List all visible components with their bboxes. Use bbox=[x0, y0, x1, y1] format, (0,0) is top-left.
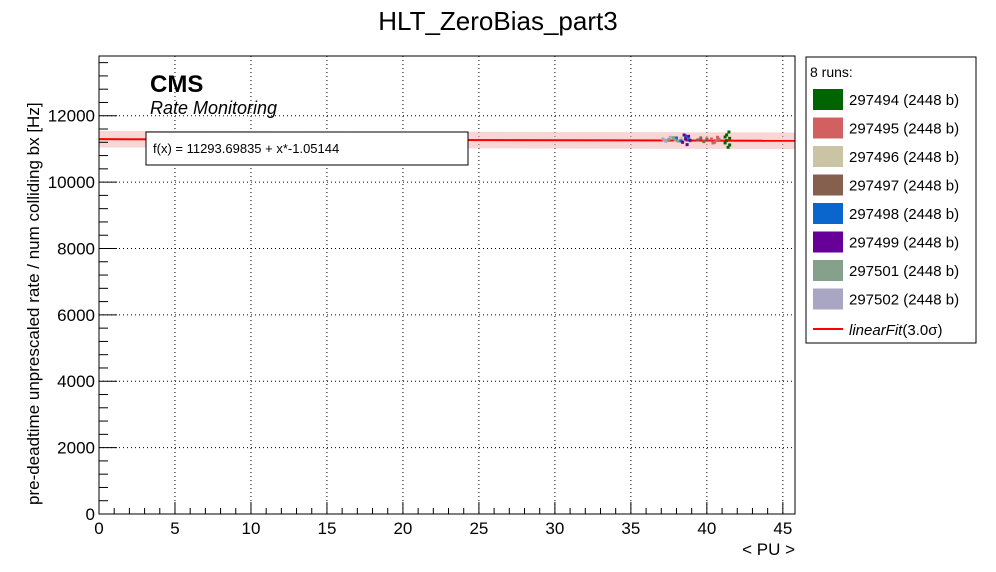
data-point bbox=[667, 137, 671, 141]
data-point bbox=[702, 140, 706, 144]
data-point bbox=[711, 141, 715, 145]
x-tick-label: 30 bbox=[545, 519, 564, 538]
y-tick-label: 0 bbox=[86, 505, 95, 524]
data-point bbox=[682, 133, 686, 137]
data-point bbox=[725, 133, 729, 137]
x-tick-label: 40 bbox=[697, 519, 716, 538]
x-tick-label: 20 bbox=[393, 519, 412, 538]
legend-swatch bbox=[813, 260, 843, 281]
x-tick-label: 15 bbox=[317, 519, 336, 538]
data-point bbox=[674, 136, 678, 140]
legend-label: 297502 (2448 b) bbox=[849, 292, 959, 309]
data-point bbox=[696, 138, 700, 142]
legend-swatch bbox=[813, 231, 843, 253]
legend-swatch bbox=[813, 89, 843, 110]
data-point bbox=[712, 140, 716, 144]
x-tick-label: 35 bbox=[621, 519, 640, 538]
data-point bbox=[673, 138, 677, 142]
legend-swatch bbox=[813, 146, 843, 167]
legend-entries: 297494 (2448 b) 297495 (2448 b) 297496 (24… bbox=[813, 89, 959, 310]
data-point bbox=[726, 145, 730, 149]
data-point bbox=[723, 135, 727, 139]
legend-fit-label: linearFit(3.0σ) bbox=[849, 322, 942, 339]
data-point bbox=[728, 136, 732, 140]
cms-sublabel: Rate Monitoring bbox=[150, 98, 277, 118]
data-point bbox=[717, 137, 721, 141]
legend-fit-label-name: linearFit bbox=[849, 322, 903, 339]
fit-formula: f(x) = 11293.69835 + x*-1.05144 bbox=[153, 141, 339, 156]
legend-label: 297496 (2448 b) bbox=[849, 149, 959, 166]
data-point bbox=[715, 135, 719, 139]
legend: 8 runs: 297494 (2448 b)297495 (2448 b)29… bbox=[805, 56, 977, 344]
data-point bbox=[687, 138, 691, 142]
y-tick-label: 6000 bbox=[57, 306, 95, 325]
plot-frame bbox=[98, 55, 796, 515]
data-point bbox=[725, 139, 729, 143]
x-tick-label: 25 bbox=[469, 519, 488, 538]
legend-header: 8 runs: bbox=[810, 64, 853, 80]
y-tick-label: 12000 bbox=[48, 107, 95, 126]
data-point bbox=[682, 138, 686, 142]
data-point bbox=[705, 137, 709, 141]
legend-swatch bbox=[813, 288, 843, 310]
y-axis-title: pre-deadtime unprescaled rate / num coll… bbox=[24, 102, 43, 505]
legend-swatch bbox=[813, 203, 843, 224]
legend-label: 297497 (2448 b) bbox=[849, 178, 959, 195]
legend-label: 297494 (2448 b) bbox=[849, 92, 959, 109]
data-point bbox=[679, 136, 683, 140]
data-point bbox=[728, 143, 732, 147]
data-point bbox=[687, 134, 691, 138]
data-point bbox=[684, 137, 688, 141]
x-tick-label: 5 bbox=[170, 519, 179, 538]
y-tick-label: 8000 bbox=[57, 239, 95, 258]
grid bbox=[99, 56, 795, 514]
legend-label: 297498 (2448 b) bbox=[849, 206, 959, 223]
data-point bbox=[723, 141, 727, 145]
legend-label: 297495 (2448 b) bbox=[849, 121, 959, 138]
data-points bbox=[661, 130, 732, 149]
data-point bbox=[681, 140, 685, 144]
data-point bbox=[685, 143, 689, 147]
legend-swatch bbox=[813, 117, 843, 139]
legend-fit-label-sigma: (3.0σ) bbox=[902, 322, 942, 339]
data-point bbox=[709, 137, 713, 141]
legend-label: 297499 (2448 b) bbox=[849, 235, 959, 252]
y-tick-label: 4000 bbox=[57, 372, 95, 391]
data-point bbox=[676, 139, 680, 143]
data-point bbox=[714, 139, 718, 143]
chart-title: HLT_ZeroBias_part3 bbox=[378, 6, 617, 36]
data-point bbox=[727, 130, 731, 134]
data-point bbox=[688, 138, 692, 142]
y-tick-label: 2000 bbox=[57, 439, 95, 458]
data-point bbox=[699, 136, 703, 140]
data-point bbox=[679, 139, 683, 143]
data-point bbox=[671, 136, 675, 140]
axes: 0 5 10 15 20 25 30 35 40 45 0 2000 4000 6000 8000 10000… bbox=[48, 62, 792, 538]
x-tick-label: 0 bbox=[94, 519, 103, 538]
legend-swatch bbox=[813, 174, 843, 196]
cms-label: CMS bbox=[150, 71, 203, 98]
x-axis-title: < PU > bbox=[742, 540, 795, 559]
data-point bbox=[684, 134, 688, 138]
data-point bbox=[668, 135, 672, 139]
legend-label: 297501 (2448 b) bbox=[849, 263, 959, 280]
y-tick-label: 10000 bbox=[48, 173, 95, 192]
data-point bbox=[664, 139, 668, 143]
data-point bbox=[662, 138, 666, 142]
x-tick-label: 45 bbox=[773, 519, 792, 538]
data-point bbox=[685, 134, 689, 138]
fit-box bbox=[145, 131, 469, 166]
x-tick-label: 10 bbox=[242, 519, 261, 538]
data-point bbox=[661, 137, 665, 141]
